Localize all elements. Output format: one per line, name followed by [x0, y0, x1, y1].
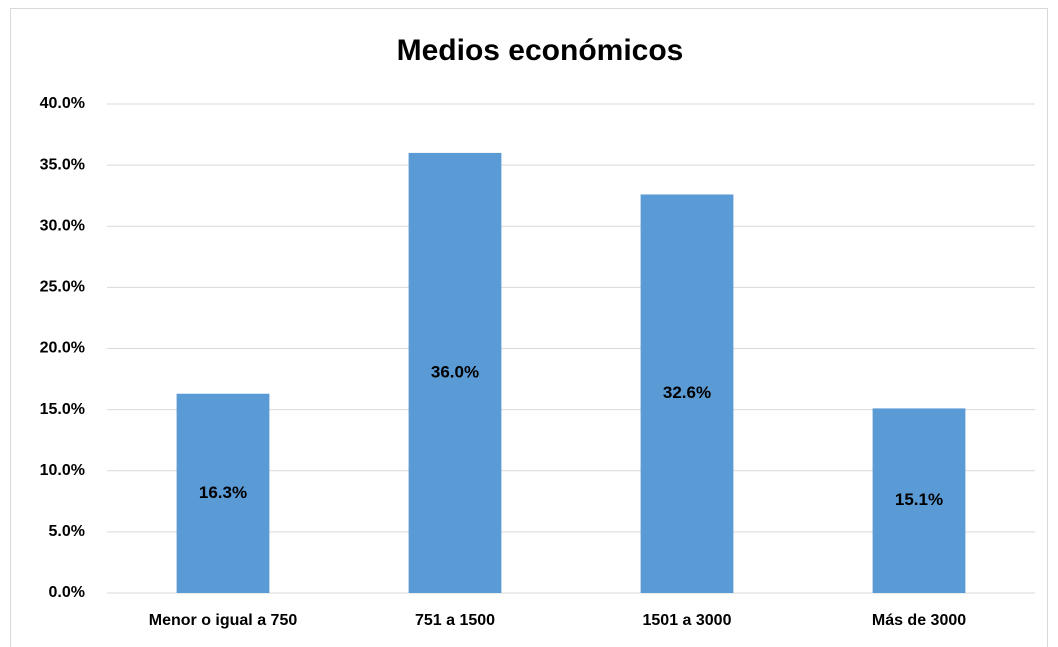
y-tick-label: 20.0%: [40, 340, 85, 357]
chart-frame: [10, 8, 1048, 647]
bar: [408, 152, 502, 593]
data-label: 16.3%: [199, 483, 247, 502]
y-tick-label: 40.0%: [40, 95, 85, 112]
y-tick-label: 25.0%: [40, 279, 85, 296]
x-tick-label: 751 a 1500: [415, 612, 495, 629]
bar: [872, 408, 966, 593]
bar: [640, 194, 734, 593]
bar: [176, 393, 270, 593]
y-tick-label: 10.0%: [40, 462, 85, 479]
data-label: 15.1%: [895, 490, 943, 509]
y-tick-label: 35.0%: [40, 156, 85, 173]
y-tick-label: 5.0%: [49, 523, 85, 540]
x-tick-label: 1501 a 3000: [643, 612, 732, 629]
data-label: 32.6%: [663, 383, 711, 402]
y-tick-label: 30.0%: [40, 217, 85, 234]
x-tick-label: Menor o igual a 750: [149, 612, 298, 629]
x-tick-label: Más de 3000: [872, 612, 966, 629]
chart-title: Medios económicos: [397, 34, 684, 67]
data-label: 36.0%: [431, 362, 479, 381]
y-tick-label: 0.0%: [49, 584, 85, 601]
y-tick-label: 15.0%: [40, 401, 85, 418]
